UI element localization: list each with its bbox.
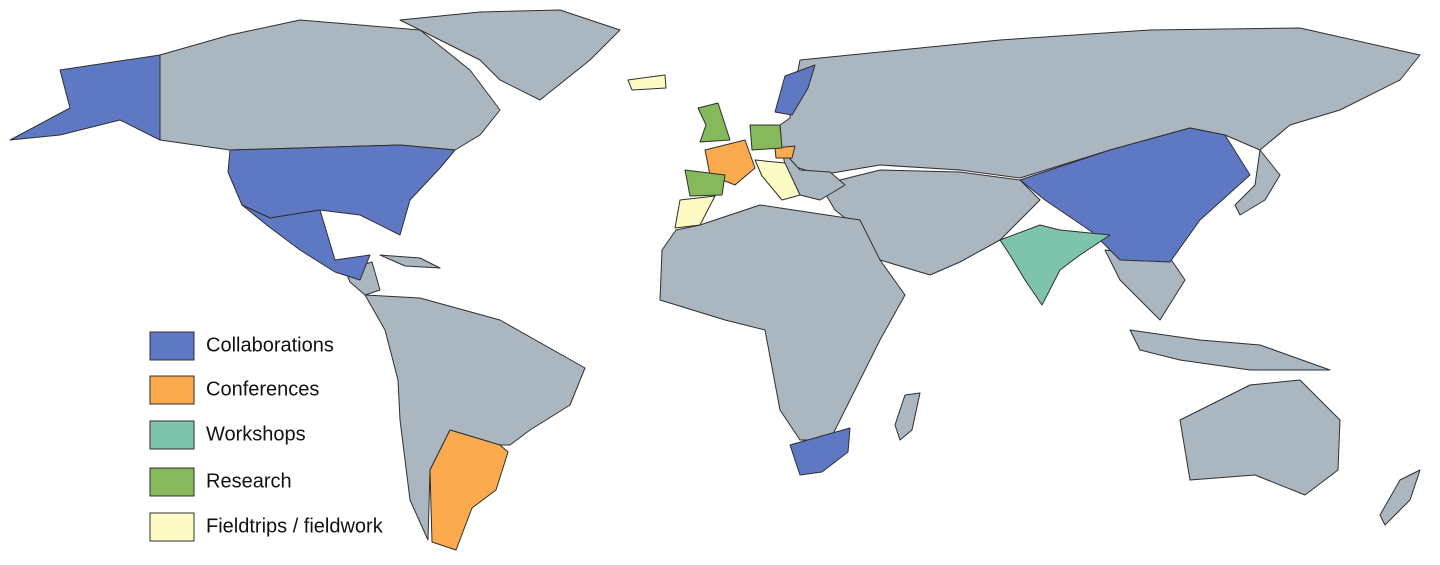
legend-swatch bbox=[149, 420, 195, 450]
legend-label: Collaborations bbox=[206, 334, 334, 356]
morocco bbox=[674, 195, 716, 229]
legend-swatch bbox=[149, 375, 195, 405]
legend-label: Research bbox=[206, 470, 292, 492]
legend-swatch bbox=[149, 467, 195, 497]
spain bbox=[684, 169, 726, 197]
argentina bbox=[429, 429, 509, 551]
india bbox=[999, 224, 1111, 306]
legend-label: Workshops bbox=[206, 423, 306, 445]
madagascar bbox=[894, 392, 921, 441]
mexico bbox=[241, 204, 371, 281]
italy bbox=[754, 159, 801, 201]
legend-swatch bbox=[149, 512, 195, 542]
australia bbox=[1179, 379, 1341, 496]
south-africa bbox=[789, 427, 851, 476]
alaska bbox=[9, 54, 161, 141]
caribbean bbox=[379, 254, 441, 269]
uk bbox=[697, 102, 731, 143]
legend-swatch bbox=[149, 331, 195, 361]
legend-label: Fieldtrips / fieldwork bbox=[206, 515, 384, 537]
iceland bbox=[627, 74, 667, 91]
greenland bbox=[399, 9, 621, 101]
indonesia bbox=[1129, 329, 1331, 371]
legend: Collaborations Conferences Workshops Resear… bbox=[149, 331, 384, 542]
austria bbox=[774, 145, 796, 159]
germany bbox=[749, 124, 783, 151]
north-africa bbox=[659, 204, 906, 441]
land-layer bbox=[9, 9, 1421, 551]
new-zealand bbox=[1379, 469, 1421, 526]
china bbox=[1019, 127, 1251, 263]
sweden bbox=[774, 64, 816, 116]
japan bbox=[1234, 149, 1281, 216]
legend-label: Conferences bbox=[206, 378, 319, 400]
